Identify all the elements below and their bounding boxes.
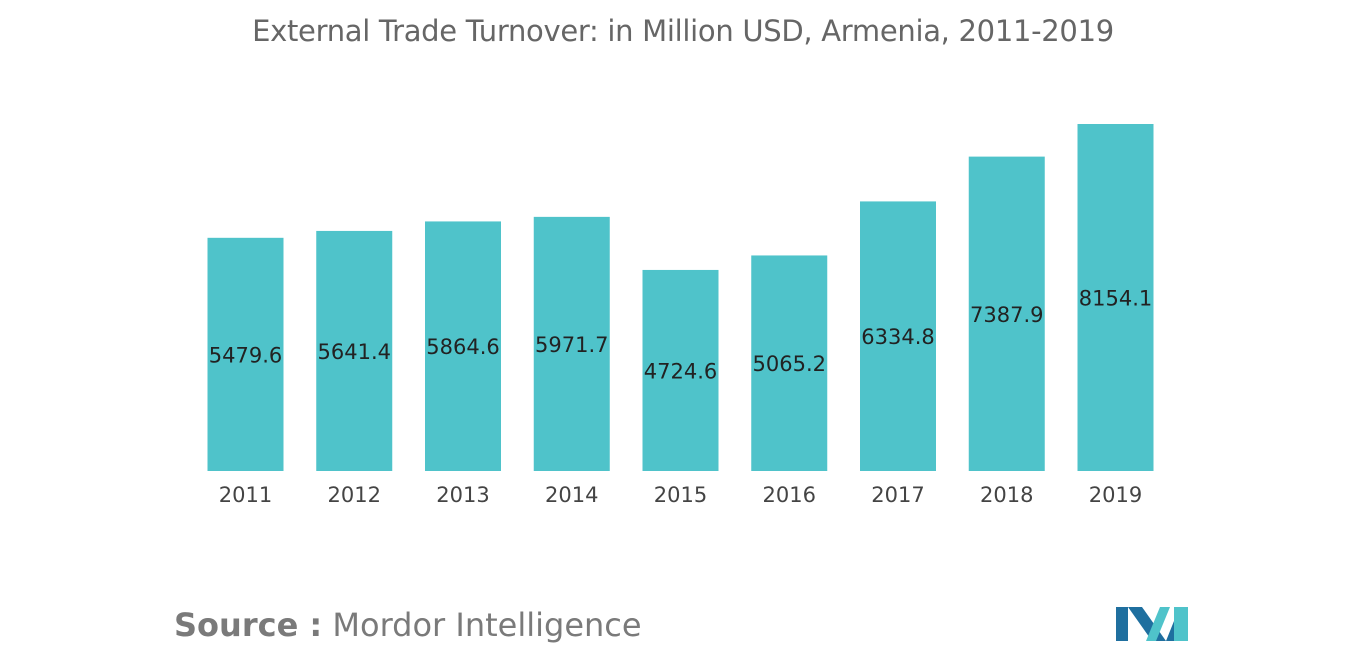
source-label: Source :: [174, 606, 323, 644]
value-label-2011: 5479.6: [209, 343, 282, 367]
chart-title: External Trade Turnover: in Million USD,…: [252, 14, 1114, 48]
logo-left-stroke: [1116, 607, 1128, 641]
bar-2016: [751, 255, 828, 471]
bar-2019: [1077, 124, 1154, 471]
source-name: Mordor Intelligence: [322, 606, 642, 644]
value-label-2012: 5641.4: [318, 340, 391, 364]
source-note: Source : Mordor Intelligence: [174, 606, 642, 644]
bar-2018: [968, 156, 1045, 472]
logo-right-diagonal: [1166, 621, 1174, 641]
bar-2012: [316, 230, 393, 471]
x-tick-label-2019: 2019: [1089, 483, 1142, 507]
bar-2014: [533, 216, 610, 471]
value-label-2014: 5971.7: [535, 333, 608, 357]
x-tick-label-2017: 2017: [871, 483, 924, 507]
bar-2011: [207, 237, 284, 471]
value-label-2018: 7387.9: [970, 303, 1043, 327]
x-tick-label-2015: 2015: [654, 483, 707, 507]
mordor-intelligence-logo-icon: [1116, 607, 1188, 641]
bar-2015: [642, 269, 719, 471]
logo-diagonal-light: [1146, 607, 1170, 641]
bars-group: [207, 124, 1154, 472]
value-label-2016: 5065.2: [753, 352, 826, 376]
bar-2013: [425, 221, 501, 471]
value-label-2015: 4724.6: [644, 359, 717, 383]
x-tick-label-2018: 2018: [980, 483, 1033, 507]
value-label-2017: 6334.8: [861, 325, 934, 349]
value-label-2019: 8154.1: [1079, 287, 1152, 311]
x-tick-label-2012: 2012: [328, 483, 381, 507]
logo-right-stroke: [1174, 607, 1188, 641]
x-tick-label-2016: 2016: [763, 483, 816, 507]
x-tick-label-2014: 2014: [545, 483, 598, 507]
x-axis-ticks-group: 2011 2012 2013 2014 2015 2016 2017 2018 2019: [219, 483, 1142, 507]
value-labels-group: 5479.6 5641.4 5864.6 5971.7 4724.6 5065.2 6334…: [209, 287, 1152, 384]
x-tick-label-2013: 2013: [436, 483, 489, 507]
bar-2017: [860, 201, 936, 472]
x-tick-label-2011: 2011: [219, 483, 272, 507]
value-label-2013: 5864.6: [426, 335, 499, 359]
